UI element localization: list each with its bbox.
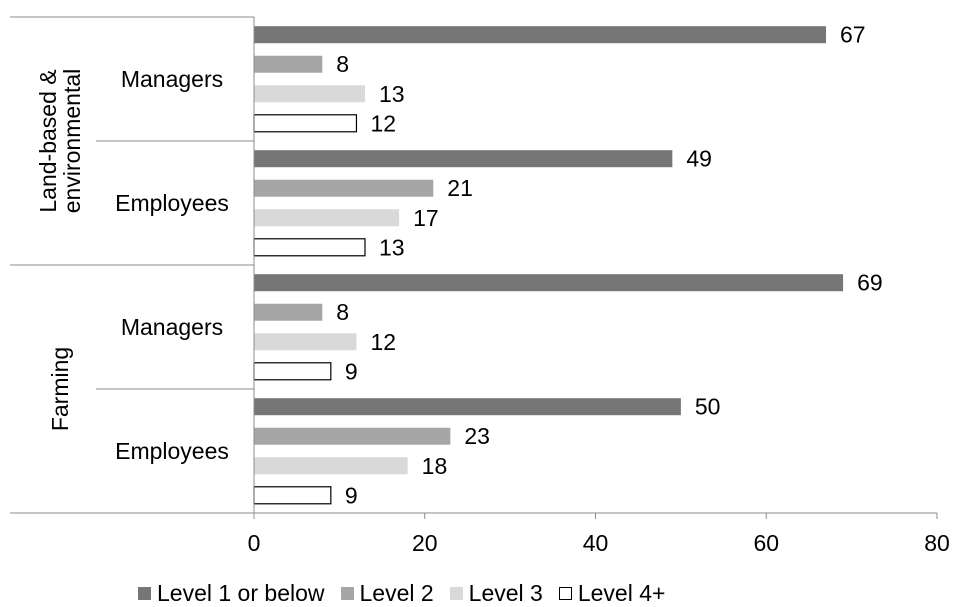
bar bbox=[253, 486, 332, 505]
legend-label-level-4: Level 4+ bbox=[577, 579, 666, 606]
legend-item-level-3: Level 3 bbox=[449, 579, 543, 607]
legend-swatch-level-1 bbox=[138, 586, 151, 600]
legend-label-level-1: Level 1 or below bbox=[157, 579, 325, 606]
data-label: 17 bbox=[413, 205, 439, 231]
legend-label-level-3: Level 3 bbox=[468, 579, 543, 606]
group-label: Farming bbox=[47, 347, 73, 431]
category-label: Employees bbox=[115, 438, 229, 464]
legend-item-level-1: Level 1 or below bbox=[138, 580, 325, 607]
bar bbox=[253, 238, 366, 257]
data-label: 49 bbox=[686, 146, 712, 172]
data-label: 50 bbox=[695, 394, 721, 420]
bar bbox=[254, 398, 681, 416]
bar bbox=[254, 150, 673, 168]
x-tick-label: 20 bbox=[412, 530, 438, 556]
data-label: 9 bbox=[345, 482, 358, 508]
data-label: 8 bbox=[336, 299, 349, 325]
legend-swatch-level-2 bbox=[340, 586, 354, 600]
bar bbox=[254, 55, 323, 73]
data-label: 21 bbox=[447, 175, 473, 201]
data-label: 13 bbox=[379, 234, 405, 260]
category-label: Managers bbox=[121, 314, 223, 340]
data-label: 12 bbox=[370, 110, 396, 136]
bar bbox=[254, 303, 323, 321]
x-tick-label: 0 bbox=[248, 530, 261, 556]
group-label: Land-based &environmental bbox=[35, 69, 85, 213]
category-label: Employees bbox=[115, 190, 229, 216]
bar bbox=[253, 362, 332, 381]
bar bbox=[254, 26, 827, 44]
x-tick-label: 80 bbox=[924, 530, 950, 556]
data-label: 8 bbox=[336, 51, 349, 77]
data-label: 18 bbox=[422, 453, 448, 479]
legend-item-level-2: Level 2 bbox=[340, 579, 434, 607]
category-label: Managers bbox=[121, 66, 223, 92]
data-label: 12 bbox=[370, 329, 396, 355]
x-tick-label: 40 bbox=[583, 530, 609, 556]
legend-swatch-level-4 bbox=[558, 586, 572, 600]
data-label: 67 bbox=[840, 22, 866, 48]
legend-item-level-4: Level 4+ bbox=[558, 579, 666, 607]
bar bbox=[253, 114, 358, 133]
bar bbox=[254, 457, 408, 475]
data-label: 13 bbox=[379, 81, 405, 107]
bar bbox=[254, 333, 357, 351]
bar bbox=[254, 85, 365, 103]
bar bbox=[254, 427, 451, 445]
bar bbox=[254, 179, 434, 197]
data-label: 23 bbox=[464, 423, 490, 449]
bar bbox=[254, 274, 844, 292]
legend: Level 1 or below Level 2 Level 3 Level 4… bbox=[138, 580, 681, 606]
x-tick-label: 60 bbox=[753, 530, 779, 556]
bar bbox=[254, 209, 400, 227]
data-label: 9 bbox=[345, 358, 358, 384]
data-label: 69 bbox=[857, 270, 883, 296]
legend-swatch-level-3 bbox=[449, 586, 463, 600]
legend-label-level-2: Level 2 bbox=[359, 579, 434, 606]
